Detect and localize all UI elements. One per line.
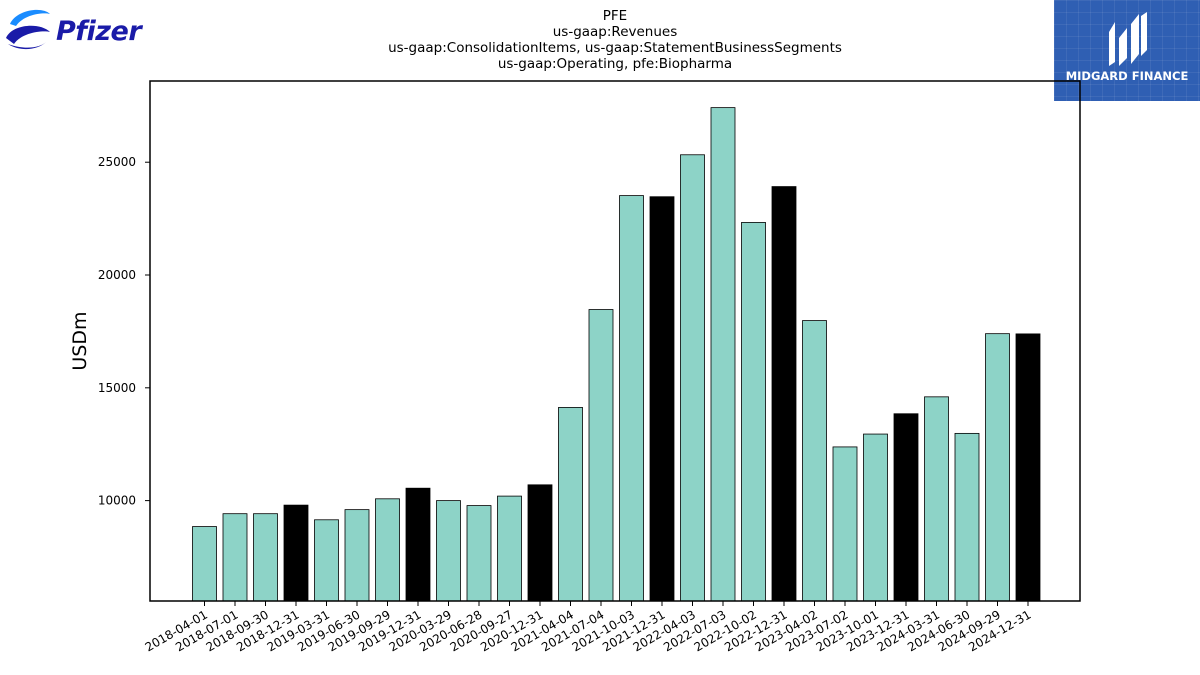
y-tick-label: 10000 <box>98 494 136 508</box>
pfizer-logo: Pfizer <box>4 4 142 58</box>
bar-2018-09-30 <box>253 513 278 602</box>
bar-2019-03-31 <box>314 519 339 602</box>
bar-2022-10-02 <box>741 222 766 602</box>
bar-2022-07-03 <box>710 107 736 602</box>
bar-2020-06-28 <box>466 505 492 602</box>
midgard-wordmark: MIDGARD FINANCE <box>1065 69 1189 83</box>
bar-2023-12-31 <box>893 413 919 602</box>
bar-2024-06-30 <box>954 432 980 602</box>
bar-2023-04-02 <box>802 320 827 602</box>
chart-title-line-2: us-gaap:Revenues <box>552 24 678 40</box>
bar-2022-04-03 <box>680 154 705 602</box>
plot-frame <box>149 80 1081 602</box>
bar-2021-12-31 <box>649 196 675 602</box>
bars-group <box>192 107 1041 602</box>
y-tick-label: 20000 <box>98 268 136 282</box>
bar-2021-04-04 <box>558 407 583 602</box>
bar-2019-12-31 <box>405 487 431 602</box>
x-axis: 2018-04-012018-07-012018-09-302018-12-31… <box>143 601 1034 654</box>
chart-title-line-3: us-gaap:ConsolidationItems, us-gaap:Stat… <box>388 40 842 56</box>
bar-2020-12-31 <box>527 484 553 602</box>
bar-2019-09-29 <box>375 498 400 602</box>
pfizer-helix-icon <box>6 9 50 50</box>
bar-2024-12-31 <box>1015 333 1041 602</box>
bar-2020-03-29 <box>436 500 461 602</box>
y-tick-label: 25000 <box>98 155 136 169</box>
chart-title-line-1: PFE <box>602 8 628 24</box>
bar-2020-09-27 <box>497 495 522 602</box>
chart-title: PFE us-gaap:Revenues us-gaap:Consolidati… <box>300 8 930 72</box>
midgard-finance-logo: MIDGARD FINANCE <box>1054 0 1200 101</box>
bar-2022-12-31 <box>771 186 797 602</box>
bar-2019-06-30 <box>344 509 370 602</box>
y-tick-label: 15000 <box>98 381 136 395</box>
bar-2024-09-29 <box>985 333 1010 602</box>
bar-2023-07-02 <box>832 446 858 602</box>
bar-2018-12-31 <box>283 504 309 602</box>
pfizer-wordmark: Pfizer <box>56 16 142 47</box>
bar-2024-03-31 <box>924 396 949 602</box>
midgard-m-icon <box>1109 12 1147 66</box>
chart-title-line-4: us-gaap:Operating, pfe:Biopharma <box>497 56 733 72</box>
bar-2018-07-01 <box>222 513 248 602</box>
bar-2021-10-03 <box>619 195 644 602</box>
y-axis-label: USDm <box>69 311 91 370</box>
bar-2021-07-04 <box>588 309 614 602</box>
bar-2018-04-01 <box>192 526 217 602</box>
y-axis: 10000 15000 20000 25000 <box>98 155 150 508</box>
bar-2023-10-01 <box>863 433 888 602</box>
